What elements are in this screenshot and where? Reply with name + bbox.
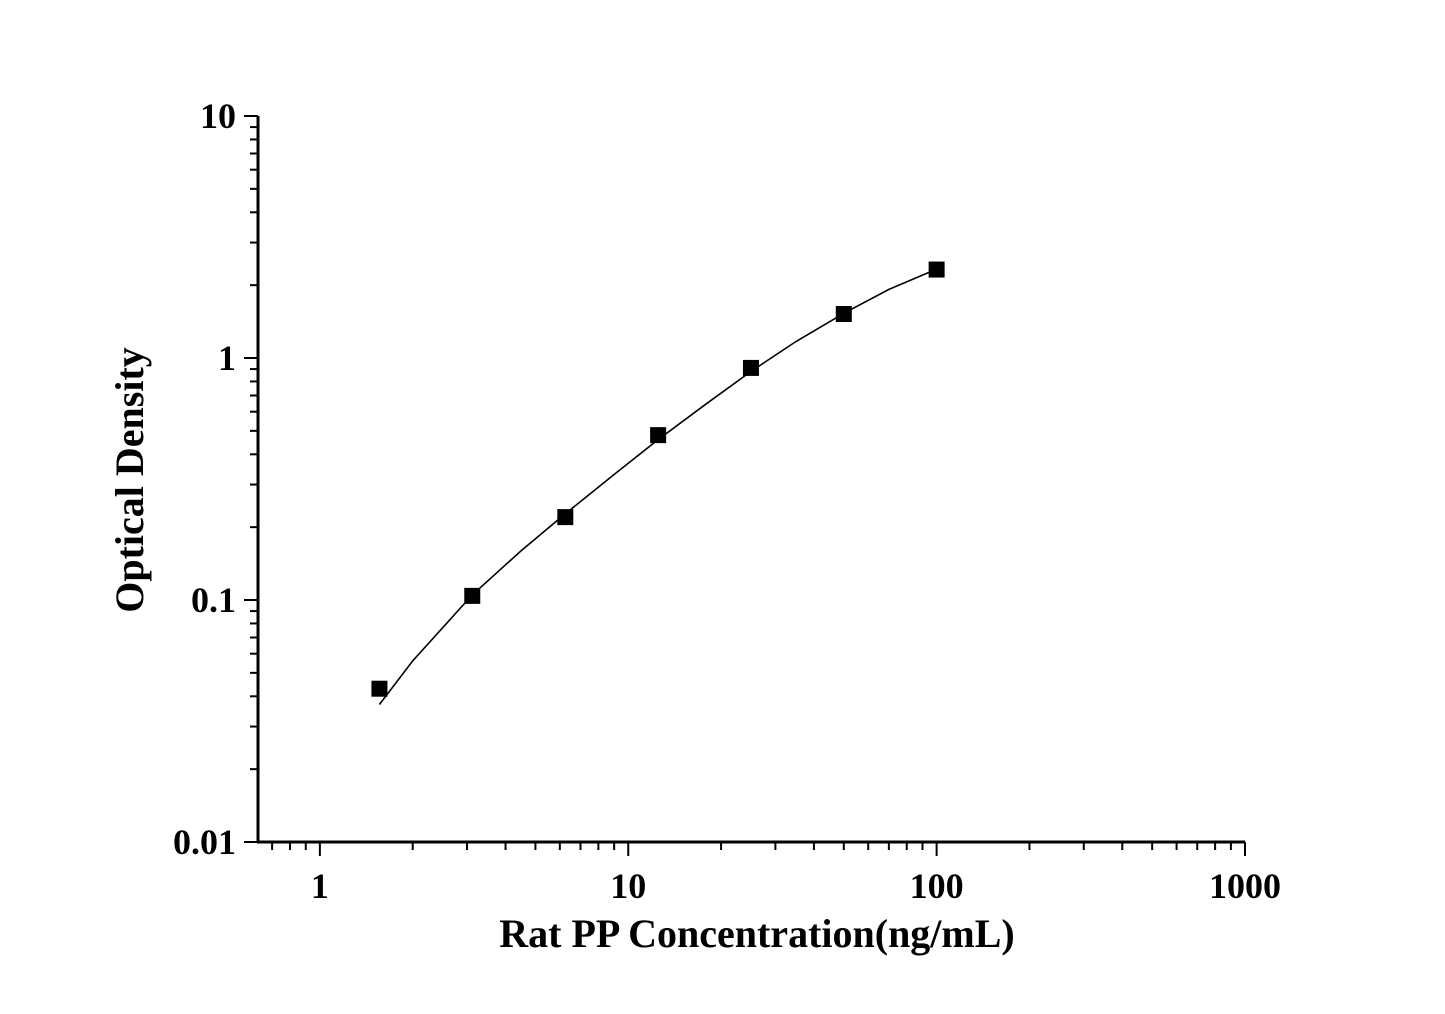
y-axis-title: Optical Density bbox=[107, 347, 152, 613]
x-tick-label: 100 bbox=[910, 866, 964, 906]
axis-ticks: 1 10 100 1000 0.01 0.1 1 10 bbox=[173, 96, 1281, 906]
x-tick-label: 1000 bbox=[1209, 866, 1281, 906]
data-point bbox=[928, 261, 945, 278]
fit-curve-layer bbox=[378, 268, 937, 705]
y-tick-label: 0.01 bbox=[173, 822, 236, 862]
y-tick-label: 1 bbox=[218, 338, 236, 378]
x-tick-label: 10 bbox=[610, 866, 646, 906]
y-tick-label: 10 bbox=[200, 96, 236, 136]
fit-curve-line bbox=[378, 268, 937, 705]
x-axis-title: Rat PP Concentration(ng/mL) bbox=[499, 911, 1015, 956]
data-point bbox=[371, 680, 388, 697]
data-point bbox=[742, 359, 759, 376]
data-point bbox=[557, 509, 574, 526]
y-tick-label: 0.1 bbox=[191, 580, 236, 620]
axes bbox=[256, 116, 1245, 844]
x-tick-label: 1 bbox=[311, 866, 329, 906]
data-point bbox=[835, 305, 852, 322]
data-points bbox=[371, 261, 945, 697]
data-point bbox=[464, 587, 481, 604]
data-point bbox=[650, 427, 667, 444]
